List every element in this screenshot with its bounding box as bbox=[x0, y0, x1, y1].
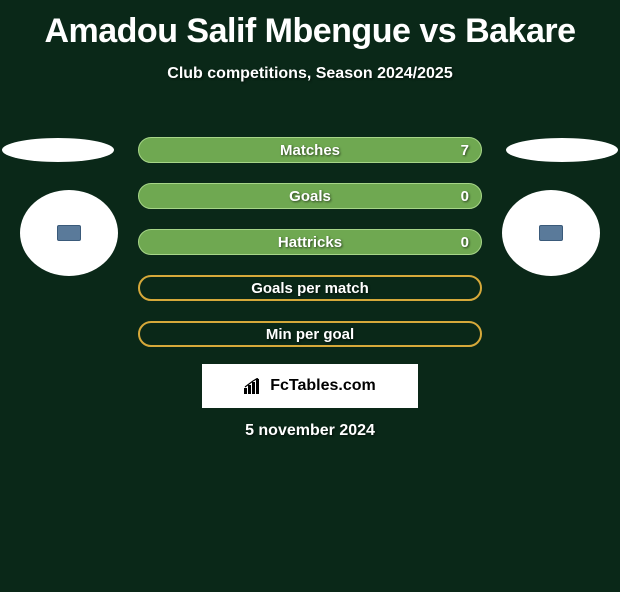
player-left-club-circle bbox=[20, 190, 118, 276]
stat-bar-matches: Matches 7 bbox=[138, 137, 482, 163]
stat-bar-min-per-goal: Min per goal bbox=[138, 321, 482, 347]
brand-logo: FcTables.com bbox=[244, 377, 376, 395]
subtitle: Club competitions, Season 2024/2025 bbox=[0, 65, 620, 83]
stat-value: 7 bbox=[461, 142, 469, 159]
stat-label: Min per goal bbox=[266, 326, 354, 343]
player-left-ellipse bbox=[2, 138, 114, 162]
club-badge-right bbox=[539, 225, 563, 241]
page-title: Amadou Salif Mbengue vs Bakare bbox=[0, 12, 620, 51]
brand-text: FcTables.com bbox=[270, 377, 376, 395]
chart-bars-icon bbox=[244, 378, 264, 394]
player-right-ellipse bbox=[506, 138, 618, 162]
stat-label: Goals bbox=[289, 188, 331, 205]
date-label: 5 november 2024 bbox=[0, 422, 620, 440]
player-right-club-circle bbox=[502, 190, 600, 276]
stat-bar-goals-per-match: Goals per match bbox=[138, 275, 482, 301]
stat-bar-hattricks: Hattricks 0 bbox=[138, 229, 482, 255]
stats-bars: Matches 7 Goals 0 Hattricks 0 Goals per … bbox=[138, 137, 482, 367]
stat-bar-goals: Goals 0 bbox=[138, 183, 482, 209]
stat-label: Matches bbox=[280, 142, 340, 159]
stat-label: Goals per match bbox=[251, 280, 369, 297]
stat-value: 0 bbox=[461, 234, 469, 251]
brand-box: FcTables.com bbox=[202, 364, 418, 408]
club-badge-left bbox=[57, 225, 81, 241]
stat-label: Hattricks bbox=[278, 234, 342, 251]
stat-value: 0 bbox=[461, 188, 469, 205]
